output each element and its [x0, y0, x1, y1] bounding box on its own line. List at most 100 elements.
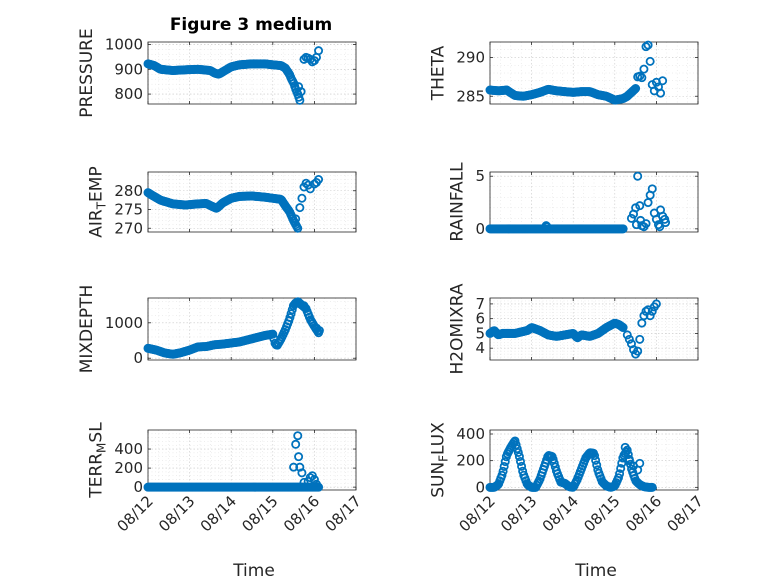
data-point — [294, 452, 304, 462]
y-axis-label: MIXDEPTH — [77, 285, 97, 374]
data-point — [499, 461, 509, 471]
data-point — [624, 456, 634, 466]
data-point — [498, 466, 508, 476]
y-axis-label: RAINFALL — [448, 162, 468, 242]
data-point — [314, 46, 324, 56]
axes-theta: 285 290 THETA — [429, 40, 699, 105]
x-tick-label: 08/14 — [197, 492, 240, 535]
data-point — [618, 224, 628, 234]
x-axis-label: Time — [574, 561, 617, 581]
y-tick-label: 0 — [133, 349, 143, 367]
data-point — [617, 458, 627, 468]
x-tick-label: 08/13 — [155, 492, 198, 535]
data-point — [639, 311, 649, 321]
y-tick-label: 270 — [114, 219, 143, 237]
axes-frame — [147, 297, 357, 361]
data-point — [286, 309, 296, 319]
data-point — [647, 482, 657, 492]
y-tick-label: 275 — [114, 201, 143, 219]
data-point — [291, 298, 301, 308]
data-point — [631, 84, 641, 94]
data-point — [293, 431, 303, 441]
data-point — [643, 40, 653, 50]
y-tick-label: 280 — [114, 182, 143, 200]
data-point — [299, 477, 309, 487]
data-point — [301, 178, 311, 188]
data-point — [295, 203, 305, 213]
data-point — [641, 219, 651, 229]
axes-frame — [489, 41, 699, 105]
y-axis-label: H2OMIXRA — [448, 283, 468, 374]
x-tick-label: 08/17 — [322, 492, 365, 535]
data-point — [620, 442, 630, 452]
data-point — [291, 439, 301, 449]
x-tick-label: 08/17 — [664, 492, 707, 535]
data-point — [515, 456, 525, 466]
y-axis-label: SUNFLUX — [429, 422, 451, 498]
data-point — [615, 469, 625, 479]
data-point — [297, 193, 307, 203]
data-point — [637, 73, 647, 83]
axes-frame — [147, 41, 357, 105]
x-axis-label: Time — [232, 561, 275, 581]
axes-rainfall: 0 5 RAINFALL — [448, 162, 699, 242]
data-point — [661, 218, 671, 228]
y-tick-label: 7 — [475, 295, 485, 313]
y-tick-label: 1000 — [105, 35, 143, 53]
data-point — [289, 462, 299, 472]
data-point — [296, 87, 306, 97]
data-point — [497, 470, 507, 480]
data-point — [299, 301, 309, 311]
axes-pressure: 800 900 1000 PRESSURE — [77, 28, 357, 118]
axes-mixdepth: 0 1000 MIXDEPTH — [77, 285, 357, 374]
data-point — [637, 318, 647, 328]
data-point — [514, 452, 524, 462]
y-axis-label: THETA — [429, 45, 449, 101]
x-tick-label: 08/16 — [280, 492, 323, 535]
data-point — [285, 313, 295, 323]
axes-frame — [489, 429, 699, 491]
data-point — [633, 171, 643, 181]
y-tick-label: 6 — [475, 310, 485, 328]
y-tick-label: 200 — [114, 459, 143, 477]
data-point — [658, 76, 668, 86]
x-tick-label: 08/15 — [580, 492, 623, 535]
data-point — [643, 198, 653, 208]
data-point — [590, 451, 600, 461]
data-point — [635, 334, 645, 344]
y-tick-label: 4 — [475, 339, 485, 357]
data-point — [622, 330, 632, 340]
data-point — [299, 54, 309, 64]
data-point — [511, 440, 521, 450]
x-tick-label: 08/13 — [497, 492, 540, 535]
data-point — [624, 334, 634, 344]
x-tick-label: 08/12 — [456, 492, 499, 535]
y-tick-label: 1000 — [105, 314, 143, 332]
y-tick-label: 400 — [456, 425, 485, 443]
data-point — [616, 463, 626, 473]
data-point — [591, 455, 601, 465]
y-tick-label: 800 — [114, 85, 143, 103]
y-tick-label: 0 — [475, 478, 485, 496]
y-tick-label: 290 — [456, 49, 485, 67]
y-tick-label: 5 — [475, 167, 485, 185]
data-point — [311, 479, 321, 489]
data-point — [548, 454, 558, 464]
data-point — [647, 306, 657, 316]
x-tick-label: 08/16 — [622, 492, 665, 535]
data-point — [633, 346, 643, 356]
y-tick-label: 200 — [456, 452, 485, 470]
data-point — [297, 468, 307, 478]
y-tick-label: 400 — [114, 440, 143, 458]
x-tick-label: 08/15 — [238, 492, 281, 535]
data-point — [293, 223, 303, 233]
data-point — [623, 450, 633, 460]
x-tick-label: 08/12 — [114, 492, 157, 535]
axes-frame — [147, 171, 357, 233]
data-point — [655, 222, 665, 232]
data-point — [314, 326, 324, 336]
